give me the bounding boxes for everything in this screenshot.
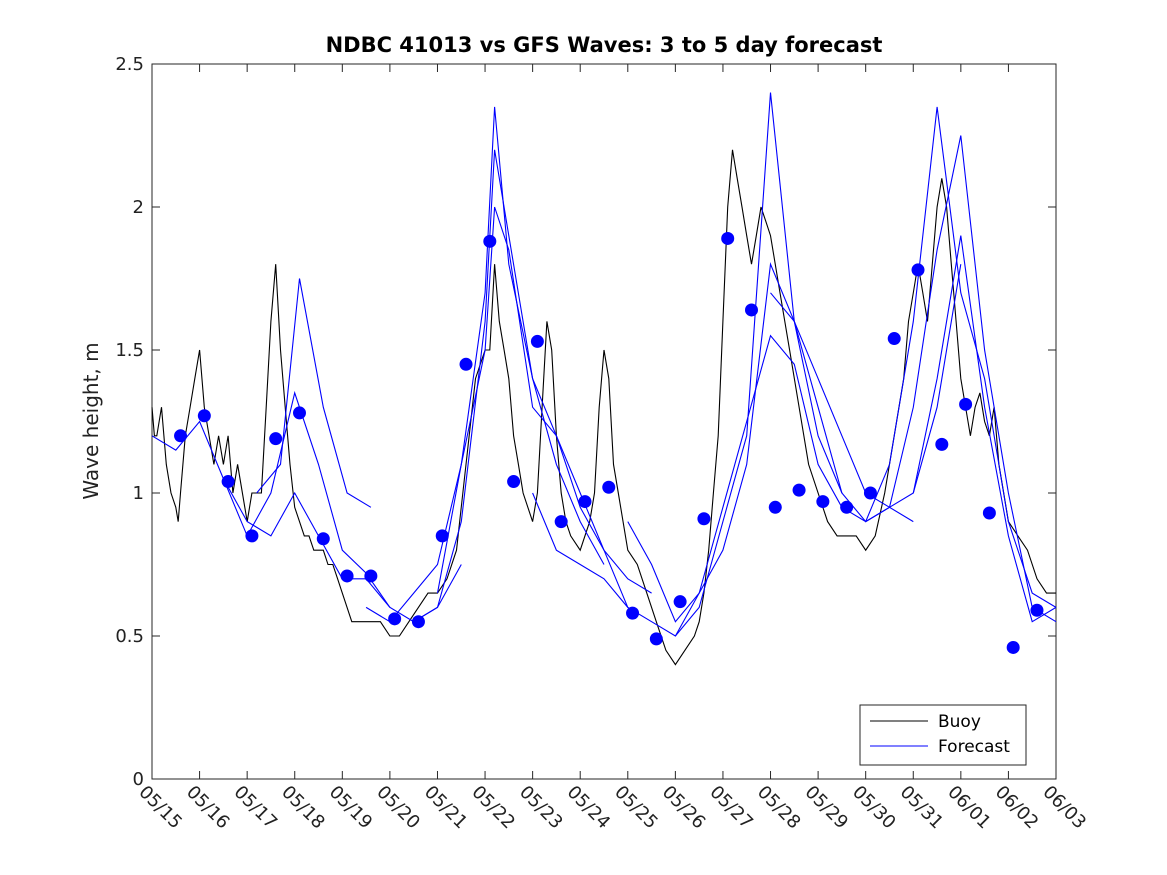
forecast-point xyxy=(721,231,735,245)
forecast-point xyxy=(602,480,616,494)
series-layer xyxy=(151,92,1057,666)
x-tick-label: 06/01 xyxy=(943,782,995,834)
chart-title: NDBC 41013 vs GFS Waves: 3 to 5 day fore… xyxy=(326,33,883,57)
forecast-point xyxy=(697,512,711,526)
plot-area: 00.511.522.505/1505/1605/1705/1805/1905/… xyxy=(115,54,1090,833)
forecast-point xyxy=(316,532,330,546)
y-tick-label: 1 xyxy=(133,483,144,504)
x-tick-label: 05/28 xyxy=(753,782,805,834)
x-tick-label: 05/26 xyxy=(658,782,710,834)
forecast-point xyxy=(626,606,640,620)
x-tick-label: 05/17 xyxy=(230,782,282,834)
forecast-series-line xyxy=(770,106,1057,608)
forecast-point xyxy=(768,500,782,514)
legend-forecast-label: Forecast xyxy=(938,737,1010,757)
y-tick-label: 2.5 xyxy=(115,54,144,75)
y-tick-label: 0 xyxy=(133,769,144,790)
forecast-series-line xyxy=(413,149,629,623)
forecast-series-line xyxy=(256,278,372,508)
y-tick-label: 2 xyxy=(133,197,144,218)
x-tick-label: 05/29 xyxy=(801,782,853,834)
x-tick-label: 05/15 xyxy=(134,782,186,834)
forecast-point xyxy=(197,409,211,423)
forecast-point xyxy=(340,569,354,583)
forecast-point xyxy=(935,437,949,451)
forecast-series-line xyxy=(436,206,652,594)
x-tick-label: 05/24 xyxy=(563,782,615,834)
x-tick-label: 05/22 xyxy=(468,782,520,834)
x-tick-label: 05/19 xyxy=(325,782,377,834)
forecast-point xyxy=(816,495,830,509)
forecast-series-line xyxy=(865,135,1057,623)
legend-box xyxy=(859,704,1027,766)
forecast-point xyxy=(483,234,497,248)
forecast-point xyxy=(530,334,544,348)
x-tick-label: 05/30 xyxy=(848,782,900,834)
forecast-point xyxy=(292,406,306,420)
forecast-series-line xyxy=(912,235,1057,623)
forecast-point xyxy=(840,500,854,514)
forecast-point xyxy=(411,615,425,629)
forecast-series-line xyxy=(532,92,843,637)
x-tick-label: 05/25 xyxy=(610,782,662,834)
forecast-point xyxy=(649,632,663,646)
x-tick-label: 05/21 xyxy=(420,782,472,834)
forecast-point xyxy=(221,475,235,489)
forecast-point xyxy=(863,486,877,500)
x-tick-label: 05/16 xyxy=(182,782,234,834)
forecast-point xyxy=(1030,603,1044,617)
y-tick-label: 0.5 xyxy=(115,626,144,647)
legend-buoy-label: Buoy xyxy=(938,712,981,732)
forecast-point xyxy=(459,357,473,371)
forecast-point xyxy=(887,332,901,346)
buoy-series-line xyxy=(151,149,1056,666)
forecast-point xyxy=(388,612,402,626)
forecast-point xyxy=(673,595,687,609)
x-tick-label: 05/23 xyxy=(515,782,567,834)
forecast-point xyxy=(1006,640,1020,654)
forecast-point xyxy=(174,429,188,443)
x-tick-label: 06/02 xyxy=(991,782,1043,834)
forecast-point xyxy=(959,397,973,411)
y-tick-label: 1.5 xyxy=(115,340,144,361)
forecast-point xyxy=(792,483,806,497)
forecast-point xyxy=(744,303,758,317)
x-tick-label: 05/18 xyxy=(277,782,329,834)
forecast-point xyxy=(364,569,378,583)
plot-frame xyxy=(151,63,1057,780)
y-axis-label: Wave height, m xyxy=(79,342,103,499)
x-tick-label: 05/27 xyxy=(705,782,757,834)
x-tick-label: 05/20 xyxy=(372,782,424,834)
forecast-point xyxy=(982,506,996,520)
forecast-point xyxy=(578,495,592,509)
legend: Buoy Forecast xyxy=(859,704,1027,766)
forecast-point xyxy=(911,263,925,277)
forecast-point xyxy=(435,529,449,543)
forecast-point xyxy=(554,515,568,529)
forecast-point xyxy=(245,529,259,543)
x-tick-label: 06/03 xyxy=(1038,782,1090,834)
forecast-point xyxy=(507,475,521,489)
forecast-point xyxy=(269,432,283,446)
x-tick-label: 05/31 xyxy=(896,782,948,834)
forecast-series-line xyxy=(365,106,605,623)
